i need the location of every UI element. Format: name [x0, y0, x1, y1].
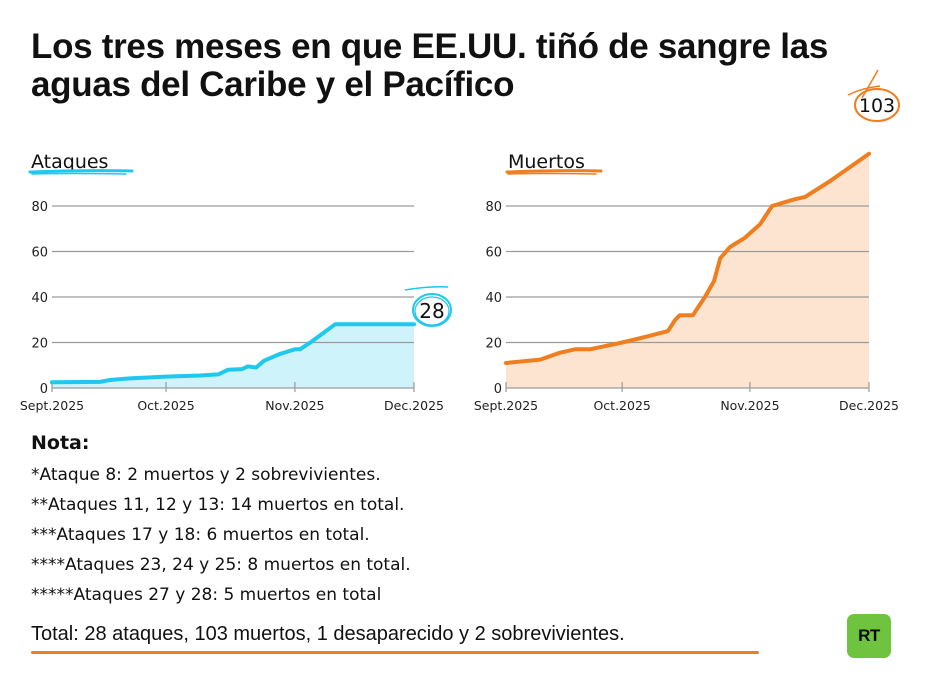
charts-canvas: Ataques 0 20 40 60 80 Sept.2025 Oct.2025 Nov.2…: [20, 69, 900, 413]
note-line: ***Ataques 17 y 18: 6 muertos en total.: [31, 525, 370, 545]
y-tick-label: 40: [485, 291, 502, 306]
total-summary: Total: 28 ataques, 103 muertos, 1 desapa…: [31, 623, 625, 645]
chart-muertos: Muertos 0 20 40 60 80 Sept.2025 Oct.2025 Nov.2…: [474, 69, 900, 413]
notes-heading: Nota:: [31, 432, 90, 454]
x-tick-label: Sept.2025: [20, 398, 84, 413]
area-fill-ataques: [52, 324, 414, 388]
chart-title-underline-muertos-2: [507, 172, 597, 175]
note-line: *****Ataques 27 y 28: 5 muertos en total: [31, 585, 382, 605]
note-line: *Ataque 8: 2 muertos y 2 sobrevivientes.: [31, 465, 381, 485]
y-tick-label: 20: [31, 337, 48, 352]
chart-title-underline-muertos: [505, 169, 603, 174]
area-fill-muertos: [506, 153, 869, 388]
notes-section: Nota: *Ataque 8: 2 muertos y 2 sobrevivi…: [31, 432, 411, 610]
y-tick-label: 20: [485, 337, 502, 352]
page-title: Los tres meses en que EE.UU. tiñó de san…: [31, 27, 829, 104]
rt-logo: RT: [847, 614, 891, 658]
rt-logo-text: RT: [858, 626, 880, 645]
x-tick-label: Dec.2025: [839, 398, 899, 413]
x-tick-label: Dec.2025: [384, 398, 444, 413]
end-value-ataques: 28: [419, 299, 444, 323]
end-label-ataques: 28: [404, 286, 452, 327]
y-tick-label: 40: [31, 291, 48, 306]
x-tick-label: Nov.2025: [720, 398, 779, 413]
total-underline: [31, 651, 759, 654]
chart-title-muertos: Muertos: [508, 151, 585, 173]
end-label-muertos: 103: [847, 69, 900, 122]
x-tick-label: Sept.2025: [474, 398, 538, 413]
end-value-muertos: 103: [859, 95, 895, 117]
chart-title-underline-ataques: [28, 169, 134, 174]
series-line-ataques: [50, 322, 416, 385]
y-tick-label: 0: [494, 382, 502, 397]
series-line-muertos: [504, 151, 871, 365]
chart-title-ataques: Ataques: [31, 151, 108, 173]
chart-ataques: Ataques 0 20 40 60 80 Sept.2025 Oct.2025 Nov.2…: [20, 151, 452, 413]
x-tick-label: Oct.2025: [137, 398, 194, 413]
y-tick-label: 80: [485, 200, 502, 215]
y-tick-label: 60: [485, 246, 502, 261]
y-tick-label: 80: [31, 200, 48, 215]
x-tick-label: Nov.2025: [265, 398, 324, 413]
chart-title-underline-ataques-2: [31, 172, 127, 175]
y-tick-label: 60: [31, 246, 48, 261]
y-tick-label: 0: [40, 382, 48, 397]
x-tick-label: Oct.2025: [593, 398, 650, 413]
note-line: **Ataques 11, 12 y 13: 14 muertos en tot…: [31, 495, 405, 515]
note-line: ****Ataques 23, 24 y 25: 8 muertos en to…: [31, 555, 411, 575]
